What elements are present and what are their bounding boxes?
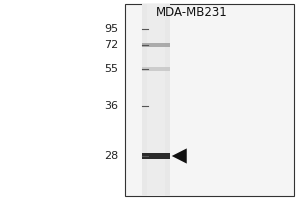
Text: 55: 55 bbox=[104, 64, 118, 74]
Text: 36: 36 bbox=[104, 101, 118, 111]
Bar bbox=[148, 4, 165, 196]
Bar bbox=[124, 4, 294, 196]
Bar bbox=[142, 153, 170, 159]
Bar bbox=[142, 67, 170, 71]
Bar bbox=[142, 43, 170, 47]
Polygon shape bbox=[172, 148, 187, 164]
Text: 28: 28 bbox=[104, 151, 118, 161]
Text: 72: 72 bbox=[104, 40, 118, 50]
Bar bbox=[142, 4, 170, 196]
Text: 95: 95 bbox=[104, 24, 118, 34]
Text: MDA-MB231: MDA-MB231 bbox=[156, 6, 228, 19]
